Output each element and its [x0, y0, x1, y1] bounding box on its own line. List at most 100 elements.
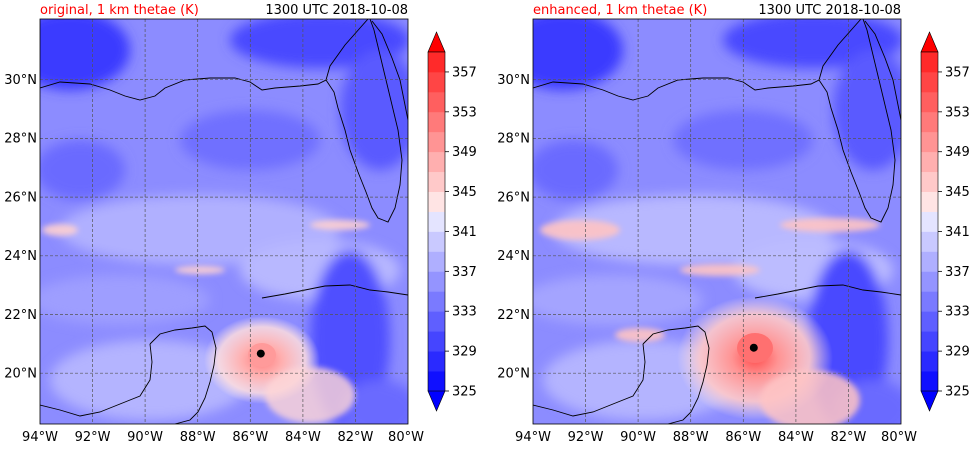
colorbar-bin [921, 351, 938, 372]
map-frame [532, 18, 902, 425]
colorbar-bin [428, 251, 445, 272]
storm-center-marker [749, 343, 758, 352]
colorbar-bin [428, 231, 445, 252]
colorbar: 325 329 333 337 341 345 349 353 357 [427, 31, 477, 412]
colorbar-bin [428, 271, 445, 292]
colorbar-over-extension [920, 31, 939, 53]
colorbar-tick-label: 333 [945, 305, 970, 320]
lon-tick-label: 90°W [620, 430, 656, 445]
lat-tick-label: 26°N [497, 190, 530, 205]
colorbar-tick-label: 341 [452, 225, 477, 240]
lon-tick-label: 92°W [568, 430, 604, 445]
colorbar-tick-label: 357 [945, 65, 970, 80]
colorbar-bin [921, 131, 938, 153]
panel-enhanced: enhanced, 1 km thetae (K) 1300 UTC 2018-… [497, 3, 970, 445]
colorbar-bin [428, 171, 445, 192]
panel-title: enhanced, 1 km thetae (K) [533, 3, 707, 18]
thetae-field [40, 19, 408, 424]
lat-axis-labels: 20°N 22°N 24°N 26°N 28°N 30°N [4, 73, 37, 382]
graticule [533, 19, 901, 424]
colorbar-bin [428, 71, 445, 93]
colorbar-bin [921, 251, 938, 272]
colorbar-bin [428, 111, 445, 133]
colorbar: 325 329 333 337 341 345 349 353 357 [920, 31, 970, 412]
lon-tick-label: 86°W [232, 430, 268, 445]
lon-tick-label: 94°W [22, 430, 58, 445]
colorbar-tick-label: 353 [452, 105, 477, 120]
lat-tick-label: 20°N [497, 367, 530, 382]
colorbar-bin [921, 191, 938, 212]
panel-time: 1300 UTC 2018-10-08 [758, 3, 901, 18]
colorbar-bin [921, 91, 938, 113]
lon-tick-label: 92°W [75, 430, 111, 445]
colorbar-bin [428, 351, 445, 372]
colorbar-bin [428, 151, 445, 173]
colorbar-under-extension [427, 390, 446, 412]
lat-tick-label: 28°N [497, 132, 530, 147]
lon-tick-label: 94°W [515, 430, 551, 445]
storm-center-marker [256, 349, 265, 358]
lon-axis-labels: 94°W 92°W 90°W 88°W 86°W 84°W 82°W 80°W [515, 430, 917, 445]
colorbar-bin [428, 311, 445, 332]
colorbar-tick-label: 325 [945, 385, 970, 400]
graticule [40, 19, 408, 424]
colorbar-bin [921, 211, 938, 232]
colorbar-tick-label: 329 [945, 345, 970, 360]
thetae-field [533, 19, 901, 424]
colorbar-bin [921, 331, 938, 352]
lon-tick-label: 84°W [778, 430, 814, 445]
colorbar-tick-label: 329 [452, 345, 477, 360]
lat-tick-label: 30°N [497, 73, 530, 88]
lon-tick-label: 82°W [830, 430, 866, 445]
colorbar-frame [920, 51, 939, 392]
lon-tick-label: 80°W [388, 430, 424, 445]
map-frame [39, 18, 409, 425]
lat-tick-label: 24°N [4, 249, 37, 264]
lat-tick-label: 30°N [4, 73, 37, 88]
lon-axis-labels: 94°W 92°W 90°W 88°W 86°W 84°W 82°W 80°W [22, 430, 424, 445]
panel-original: original, 1 km thetae (K) 1300 UTC 2018-… [4, 3, 477, 445]
colorbar-bin [428, 131, 445, 153]
colorbar-tick-label: 337 [452, 265, 477, 280]
colorbar-tick-label: 333 [452, 305, 477, 320]
colorbar-bin [428, 211, 445, 232]
colorbar-bin [428, 52, 445, 73]
lat-axis-labels: 20°N 22°N 24°N 26°N 28°N 30°N [497, 73, 530, 382]
colorbar-bin [921, 231, 938, 252]
colorbar-over-extension [427, 31, 446, 53]
lon-tick-label: 90°W [127, 430, 163, 445]
colorbar-bin [921, 111, 938, 133]
colorbar-bin [428, 331, 445, 352]
lat-tick-label: 24°N [497, 249, 530, 264]
colorbar-tick-label: 349 [452, 145, 477, 160]
colorbar-tick-label: 325 [452, 385, 477, 400]
lat-tick-label: 22°N [497, 308, 530, 323]
lat-tick-label: 28°N [4, 132, 37, 147]
colorbar-bin [428, 91, 445, 113]
panel-title: original, 1 km thetae (K) [40, 3, 199, 18]
colorbar-bin [921, 271, 938, 292]
colorbar-bin [921, 71, 938, 93]
colorbar-frame [427, 51, 446, 392]
colorbar-bin [921, 52, 938, 73]
panel-time: 1300 UTC 2018-10-08 [265, 3, 408, 18]
lon-tick-label: 82°W [337, 430, 373, 445]
colorbar-tick-label: 357 [452, 65, 477, 80]
colorbar-tick-label: 337 [945, 265, 970, 280]
colorbar-bin [428, 371, 445, 392]
colorbar-bin [921, 311, 938, 332]
lon-tick-label: 88°W [673, 430, 709, 445]
colorbar-tick-label: 353 [945, 105, 970, 120]
lon-tick-label: 86°W [725, 430, 761, 445]
colorbar-tick-label: 345 [452, 185, 477, 200]
colorbar-bin [921, 371, 938, 392]
colorbar-tick-label: 345 [945, 185, 970, 200]
colorbar-tick-label: 349 [945, 145, 970, 160]
colorbar-bin [921, 291, 938, 312]
lat-tick-label: 22°N [4, 308, 37, 323]
colorbar-bin [428, 191, 445, 212]
colorbar-bin [428, 291, 445, 312]
lat-tick-label: 26°N [4, 190, 37, 205]
colorbar-bin [921, 151, 938, 173]
